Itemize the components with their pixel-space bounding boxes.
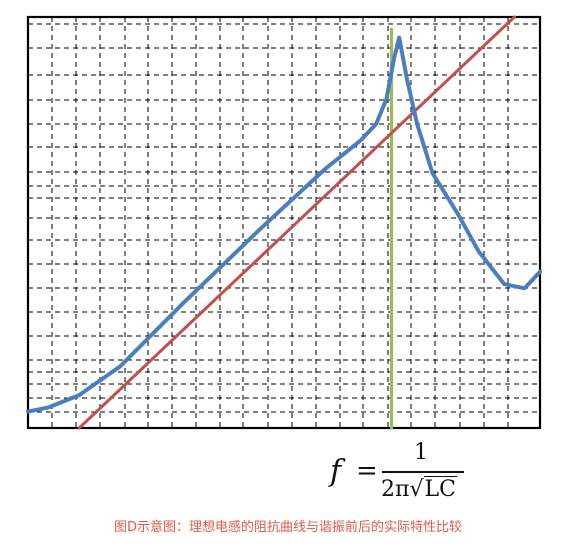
formula-denominator-prefix: 2π [381,477,410,502]
ideal-inductor-line [77,15,516,430]
formula-radicand: LC [423,476,457,502]
formula-frequency-symbol: f [330,454,342,489]
formula-radical-sign: √ [409,477,424,502]
formula-numerator: 1 [414,440,428,465]
resonance-frequency-formula: f = 1 2π√LC [326,440,476,506]
formula-fraction-bar [382,471,464,473]
formula-denominator: 2π√LC [381,476,457,502]
figure-caption: 图D示意图：理想电感的阻抗曲线与谐振前后的实际特性比较 [113,520,462,535]
chart-series [26,15,542,430]
actual-impedance-curve [26,35,542,414]
plot-frame [26,15,542,430]
formula-equals-sign: = [356,456,378,486]
